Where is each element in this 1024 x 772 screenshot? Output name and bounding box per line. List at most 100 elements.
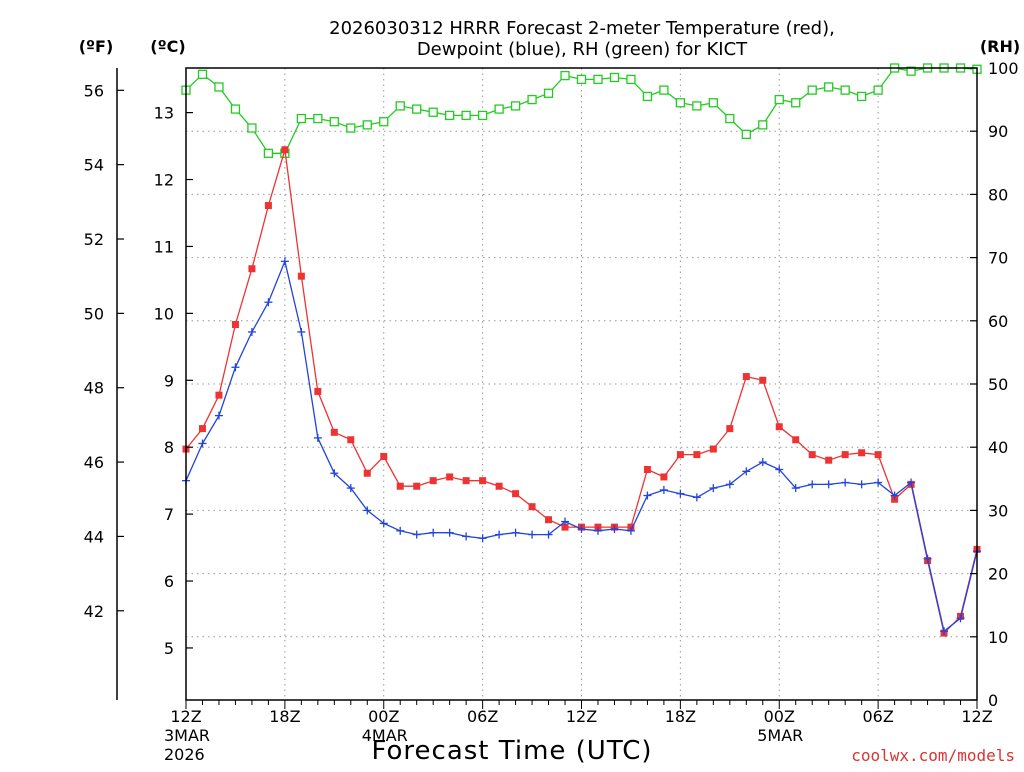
rh-tick-label: 40 xyxy=(988,438,1008,457)
fahrenheit-tick-label: 44 xyxy=(84,527,104,546)
dewpoint-point xyxy=(330,469,339,478)
fahrenheit-tick-label: 42 xyxy=(84,602,104,621)
temperature-point xyxy=(726,425,734,433)
rh-point xyxy=(642,91,653,102)
temperature-point xyxy=(479,477,487,485)
temperature-point xyxy=(561,523,569,531)
temperature-point xyxy=(314,387,322,395)
dewpoint-point xyxy=(940,627,949,636)
dewpoint-point xyxy=(692,493,701,502)
rh-point xyxy=(675,98,686,108)
dewpoint-point xyxy=(561,517,570,526)
dewpoint-point xyxy=(709,484,718,493)
x-tick-label: 06Z xyxy=(862,707,893,726)
x-tick-label: 00Z xyxy=(368,707,399,726)
rh-point xyxy=(445,110,455,121)
dewpoint-point xyxy=(280,257,289,266)
dewpoint-point xyxy=(297,327,306,336)
dewpoint-point xyxy=(742,467,751,476)
temperature-point xyxy=(396,482,404,490)
rh-point xyxy=(824,82,834,92)
fahrenheit-tick-label: 52 xyxy=(84,230,104,249)
rh-tick-label: 100 xyxy=(988,59,1019,78)
dewpoint-point xyxy=(626,526,635,535)
rh-point xyxy=(708,98,718,108)
temperature-point xyxy=(808,451,816,459)
dewpoint-point xyxy=(791,484,800,493)
celsius-tick-label: 8 xyxy=(164,438,174,457)
rh-tick-label: 30 xyxy=(988,501,1008,520)
temperature-point xyxy=(643,466,651,474)
x-tick-label: 06Z xyxy=(467,707,498,726)
rh-tick-label: 60 xyxy=(988,312,1008,331)
celsius-tick-label: 13 xyxy=(154,104,174,123)
temperature-point xyxy=(858,449,866,457)
dewpoint-point xyxy=(841,478,850,487)
rh-tick-label: 10 xyxy=(988,628,1008,647)
grid-lines xyxy=(186,68,977,700)
rh-point xyxy=(692,101,702,111)
fahrenheit-tick-label: 50 xyxy=(84,304,104,323)
temperature-point xyxy=(281,146,289,154)
temperature-point xyxy=(413,482,421,490)
x-tick-label: 18Z xyxy=(665,707,696,726)
celsius-tick-label: 6 xyxy=(164,572,174,591)
temperature-point xyxy=(347,436,355,444)
temperature-point xyxy=(874,451,882,459)
dewpoint-point xyxy=(396,526,405,535)
dewpoint-point xyxy=(511,528,520,537)
fahrenheit-tick-label: 56 xyxy=(84,81,104,100)
dewpoint-point xyxy=(907,478,916,487)
rh-point xyxy=(593,74,603,85)
rh-tick-label: 50 xyxy=(988,375,1008,394)
rh-point xyxy=(461,110,471,121)
rh-point xyxy=(906,66,916,76)
series-layer xyxy=(181,63,982,637)
watermark: coolwx.com/models xyxy=(851,746,1015,765)
rh-point xyxy=(560,70,570,81)
dewpoint-point xyxy=(824,480,833,489)
dewpoint-point xyxy=(379,519,388,528)
celsius-tick-label: 10 xyxy=(154,304,174,323)
rh-point xyxy=(659,85,669,95)
rh-point xyxy=(543,88,554,98)
dewpoint-point xyxy=(214,411,223,420)
temperature-point xyxy=(660,473,668,481)
rh-point xyxy=(263,148,274,158)
temperature-point xyxy=(215,391,223,399)
dewpoint-point xyxy=(610,524,619,533)
temperature-point xyxy=(742,373,750,381)
celsius-unit-label: (ºC) xyxy=(150,37,185,56)
temperature-point xyxy=(462,477,470,485)
rh-point xyxy=(840,85,850,95)
dewpoint-point xyxy=(874,478,883,487)
dewpoint-point xyxy=(528,530,537,539)
axes-layer: 4244464850525456567891011121301020304050… xyxy=(84,59,1019,764)
fahrenheit-tick-label: 54 xyxy=(84,156,104,175)
rh-point xyxy=(379,117,389,127)
x-axis-title: Forecast Time (UTC) xyxy=(371,736,652,766)
temperature-point xyxy=(264,202,272,210)
x-tick-label: 12Z xyxy=(170,707,201,726)
rh-tick-label: 90 xyxy=(988,122,1008,141)
rh-point xyxy=(362,120,372,130)
temperature-point xyxy=(330,428,338,436)
rh-point xyxy=(510,101,521,111)
rh-point xyxy=(197,69,208,79)
x-date-label: 5MAR xyxy=(757,726,803,745)
rh-point xyxy=(626,74,636,85)
fahrenheit-tick-label: 48 xyxy=(84,379,104,398)
dewpoint-point xyxy=(231,363,240,372)
dewpoint-point xyxy=(495,530,504,539)
dewpoint-point xyxy=(478,534,487,543)
celsius-tick-label: 5 xyxy=(164,639,174,658)
dewpoint-point xyxy=(593,526,602,535)
fahrenheit-tick-label: 46 xyxy=(84,453,104,472)
rh-point xyxy=(412,104,422,114)
dewpoint-point xyxy=(577,524,586,533)
temperature-point xyxy=(528,503,536,511)
dewpoint-point xyxy=(775,465,784,474)
temperature-point xyxy=(775,423,783,431)
temperature-point xyxy=(693,451,701,459)
